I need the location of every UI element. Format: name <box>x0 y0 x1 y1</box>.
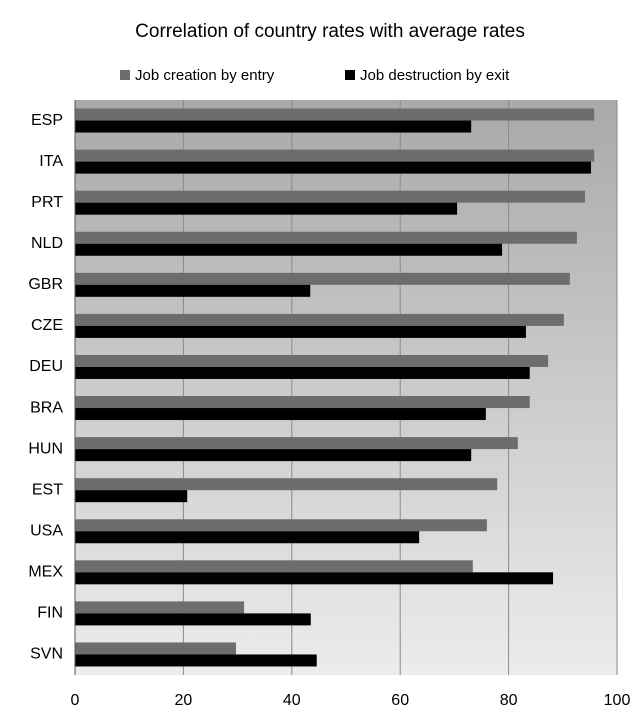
y-tick-label: USA <box>30 522 63 539</box>
x-tick-label: 100 <box>604 692 631 709</box>
legend-swatch <box>345 70 355 80</box>
bar <box>75 396 530 409</box>
bar <box>75 449 472 462</box>
bar <box>75 531 420 544</box>
bar <box>75 478 498 491</box>
x-tick-label: 40 <box>283 692 301 709</box>
bar <box>75 120 472 133</box>
y-tick-label: GBR <box>28 276 63 293</box>
y-tick-label: ITA <box>39 153 63 170</box>
y-tick-label: HUN <box>28 440 63 457</box>
bar <box>75 108 595 121</box>
legend-label: Job destruction by exit <box>360 67 510 84</box>
y-tick-label: PRT <box>31 194 63 211</box>
x-tick-label: 60 <box>391 692 409 709</box>
bar <box>75 354 549 367</box>
y-tick-label: SVN <box>30 646 63 663</box>
bar <box>75 490 188 503</box>
bar <box>75 613 311 626</box>
bar <box>75 243 503 256</box>
bar <box>75 149 595 162</box>
bar <box>75 408 486 421</box>
y-tick-label: ESP <box>31 112 63 129</box>
bar <box>75 231 577 244</box>
bar <box>75 202 458 215</box>
x-tick-label: 20 <box>175 692 193 709</box>
legend-label: Job creation by entry <box>135 67 275 84</box>
bar <box>75 325 526 338</box>
x-tick-label: 0 <box>71 692 80 709</box>
bar <box>75 313 564 326</box>
y-tick-label: EST <box>32 481 63 498</box>
x-tick-label: 80 <box>500 692 518 709</box>
y-tick-label: FIN <box>37 605 63 622</box>
bar <box>75 284 311 297</box>
bar <box>75 601 245 614</box>
y-tick-label: CZE <box>31 317 63 334</box>
bar <box>75 654 317 667</box>
chart-title: Correlation of country rates with averag… <box>135 21 525 42</box>
y-tick-label: DEU <box>29 358 63 375</box>
bar <box>75 437 518 450</box>
plot-area <box>75 100 617 675</box>
bar <box>75 161 591 174</box>
bar <box>75 572 554 585</box>
y-tick-label: MEX <box>28 564 63 581</box>
bar <box>75 642 236 655</box>
y-tick-label: NLD <box>31 235 63 252</box>
y-tick-label: BRA <box>30 399 63 416</box>
bar <box>75 272 570 285</box>
legend-swatch <box>120 70 130 80</box>
bar <box>75 519 487 532</box>
bar <box>75 560 473 573</box>
bar <box>75 366 530 379</box>
bar <box>75 190 586 203</box>
